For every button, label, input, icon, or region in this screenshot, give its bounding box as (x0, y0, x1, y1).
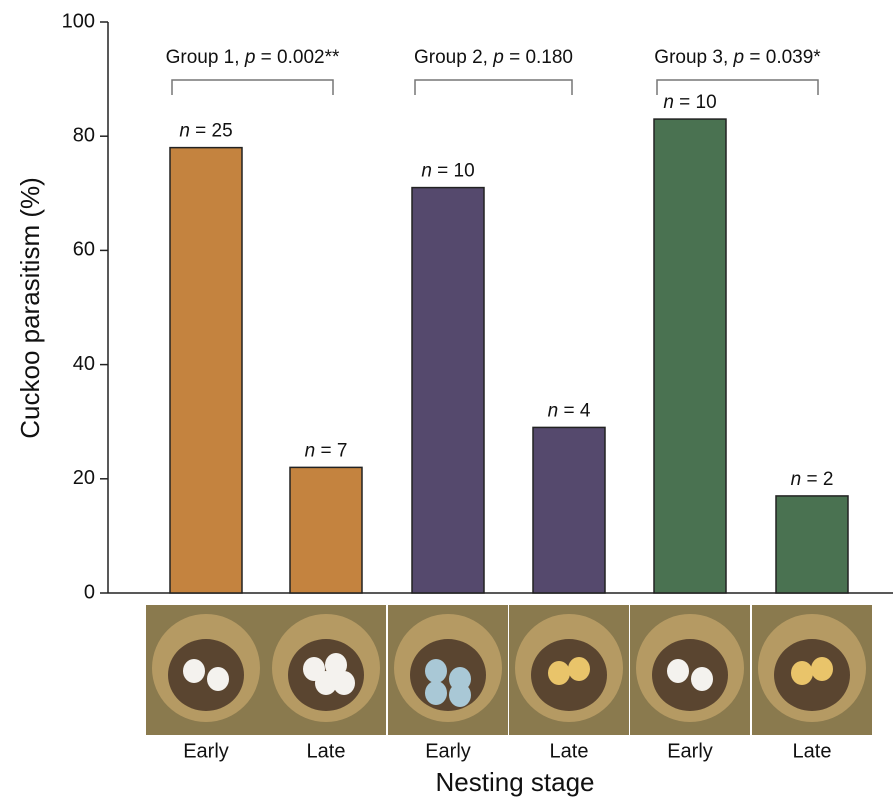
sample-text: = 7 (315, 440, 347, 461)
egg (333, 671, 355, 695)
sample-text: = 4 (558, 400, 591, 421)
egg (691, 667, 713, 691)
sample-symbol: n (548, 400, 559, 421)
nest-photo (146, 605, 266, 735)
sample-symbol: n (663, 92, 674, 113)
group-bracket (415, 80, 572, 95)
y-tick-label: 80 (73, 124, 95, 146)
egg (449, 683, 471, 707)
group-label: Group 1, p = 0.002** (166, 47, 340, 68)
sample-size-label: n = 2 (791, 469, 834, 490)
group-name: Group 3, (654, 47, 733, 68)
y-tick-label: 100 (62, 10, 95, 32)
sample-size-label: n = 25 (179, 121, 232, 142)
group-label: Group 3, p = 0.039* (654, 47, 821, 68)
nest-photo (509, 605, 629, 735)
x-tick-label: Early (183, 740, 229, 762)
sample-text: = 10 (674, 92, 717, 113)
nest-photo (266, 605, 386, 735)
p-value: = 0.039* (744, 47, 821, 68)
chart: Cuckoo parasitism (%) Nesting stage 0 20 4… (0, 0, 895, 798)
egg (207, 667, 229, 691)
nest-photo (630, 605, 750, 735)
sample-symbol: n (421, 161, 432, 182)
bar (654, 119, 726, 593)
bar (170, 148, 242, 593)
egg (425, 659, 447, 683)
egg (425, 681, 447, 705)
sample-symbol: n (305, 440, 316, 461)
p-symbol: p (244, 47, 256, 68)
x-tick-label: Late (307, 740, 346, 762)
nest-cup (410, 639, 486, 711)
y-axis-title: Cuckoo parasitism (%) (15, 177, 45, 439)
nest-photo (752, 605, 872, 735)
group-label: Group 2, p = 0.180 (414, 47, 573, 68)
bar (290, 467, 362, 593)
p-symbol: p (492, 47, 504, 68)
sample-size-label: n = 7 (305, 440, 348, 461)
nest-cup (652, 639, 728, 711)
p-value: = 0.002** (255, 47, 340, 68)
group-bracket (172, 80, 333, 95)
sample-symbol: n (791, 469, 802, 490)
sample-symbol: n (179, 121, 190, 142)
egg (667, 659, 689, 683)
sample-size-label: n = 10 (663, 92, 716, 113)
p-value: = 0.180 (504, 47, 573, 68)
sample-size-label: n = 10 (421, 161, 474, 182)
y-tick-label: 40 (73, 353, 95, 375)
sample-size-label: n = 4 (548, 400, 591, 421)
y-tick-label: 60 (73, 239, 95, 261)
x-tick-label: Early (667, 740, 713, 762)
egg (811, 657, 833, 681)
bar (533, 427, 605, 593)
bar (412, 188, 484, 593)
group-name: Group 1, (166, 47, 245, 68)
x-tick-label: Late (793, 740, 832, 762)
p-symbol: p (733, 47, 745, 68)
y-tick-label: 0 (84, 581, 95, 603)
egg (791, 661, 813, 685)
sample-text: = 2 (801, 469, 833, 490)
nest-cup (168, 639, 244, 711)
egg (548, 661, 570, 685)
x-tick-label: Late (550, 740, 589, 762)
bar (776, 496, 848, 593)
sample-text: = 10 (432, 161, 475, 182)
nest-photo (388, 605, 508, 735)
sample-text: = 25 (190, 121, 233, 142)
x-axis-title: Nesting stage (436, 767, 595, 797)
group-name: Group 2, (414, 47, 493, 68)
egg (568, 657, 590, 681)
x-tick-label: Early (425, 740, 471, 762)
egg (183, 659, 205, 683)
y-tick-label: 20 (73, 467, 95, 489)
